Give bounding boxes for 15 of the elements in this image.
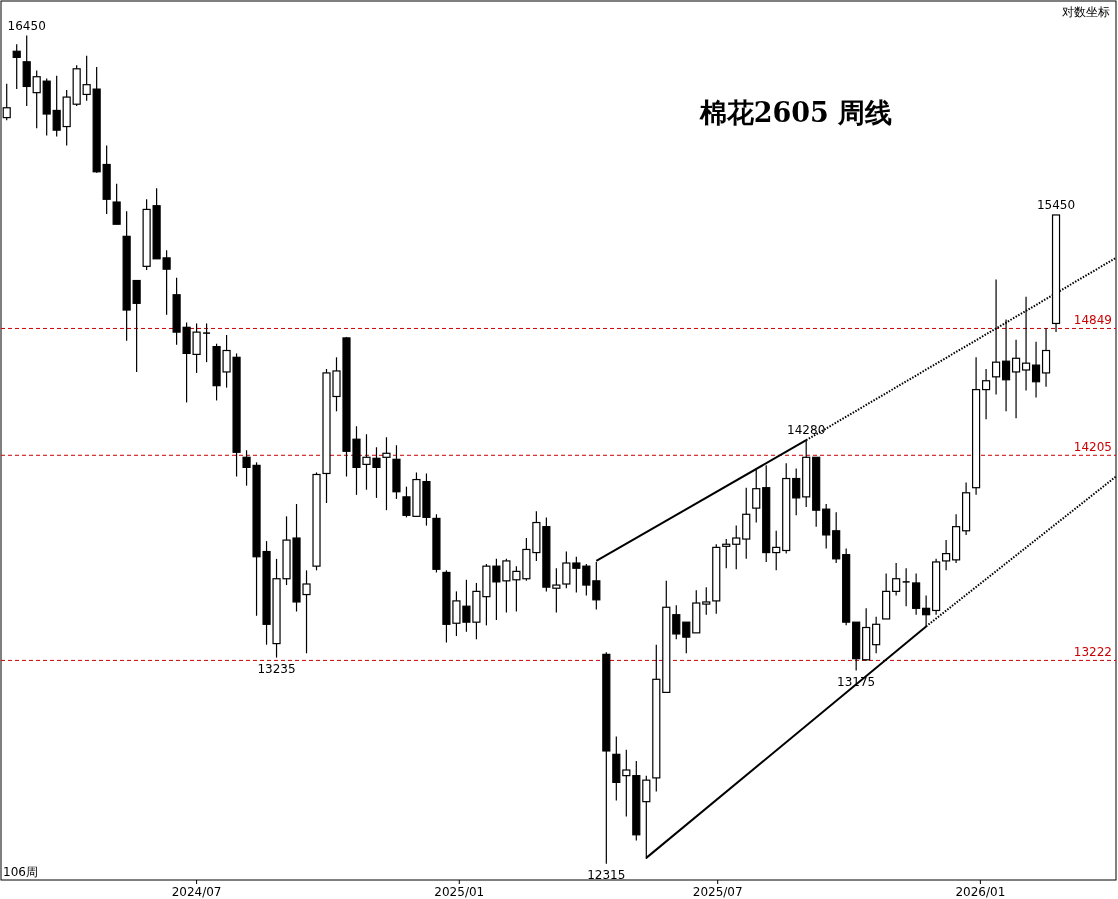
ref-line-label: 14849 [1073,313,1112,328]
annotation: 对数坐标 [1062,5,1110,19]
annotation: 14280 [787,423,826,438]
annotation: 12315 [587,867,626,882]
annotation: 13235 [257,661,296,676]
x-tick-label: 2026/01 [955,885,1006,899]
text: 棉花2605 周线 [698,97,893,128]
x-tick-label: 2024/07 [171,885,222,899]
x-tick-label: 2025/07 [692,885,743,899]
ref-line-label: 14205 [1073,440,1112,455]
annotation: 15450 [1036,197,1076,212]
annotation: 16450 [7,18,46,33]
x-tick-label: 2025/01 [434,885,485,899]
ref-line-label: 13222 [1073,645,1112,660]
annotation: 106周 [3,865,38,879]
